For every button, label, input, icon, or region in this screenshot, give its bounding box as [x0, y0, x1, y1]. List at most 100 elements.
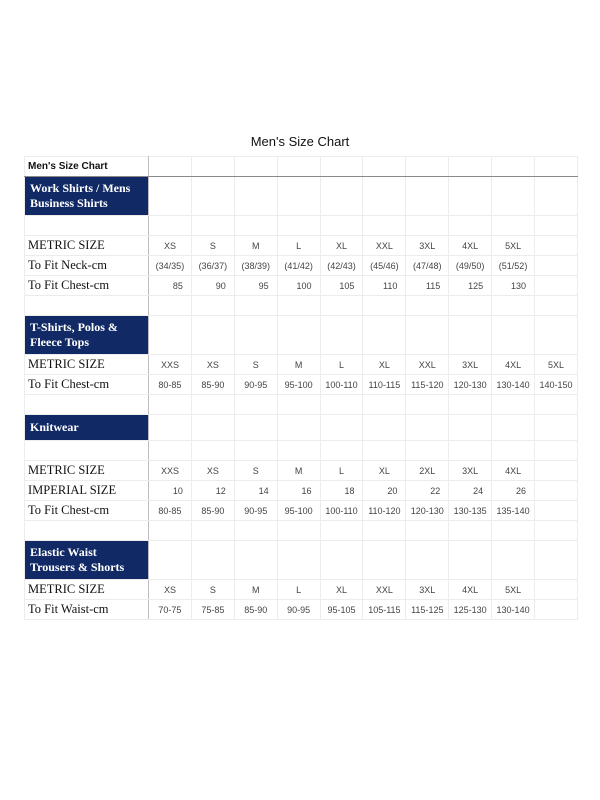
size-value-cell: 70-75 — [148, 599, 192, 620]
empty-cell — [319, 520, 364, 541]
size-value-cell: S — [233, 460, 278, 481]
size-value-cell: 115-120 — [405, 374, 450, 395]
section-header-row: Work Shirts / Mens Business Shirts — [24, 176, 578, 216]
empty-cell — [491, 520, 536, 541]
size-value-cell: M — [233, 235, 278, 256]
empty-cell — [405, 440, 450, 461]
empty-cell — [276, 156, 321, 177]
size-value-cell — [534, 500, 578, 521]
empty-cell — [405, 414, 450, 441]
row-label: METRIC SIZE — [24, 235, 149, 256]
size-value-cell: 85-90 — [190, 374, 235, 395]
empty-cell — [448, 540, 493, 580]
size-chart-table: Men's Size Chart Work Shirts / Mens Busi… — [24, 156, 578, 620]
spacer-row — [24, 295, 578, 316]
empty-cell — [233, 315, 278, 355]
size-value-cell: 12 — [190, 480, 235, 501]
size-value-cell: (41/42) — [276, 255, 321, 276]
size-value-cell: (47/48) — [405, 255, 450, 276]
empty-cell — [233, 215, 278, 236]
empty-cell — [319, 215, 364, 236]
size-value-cell: (38/39) — [233, 255, 278, 276]
empty-cell — [148, 414, 192, 441]
table-row: To Fit Waist-cm 70-75 75-85 85-90 90-95 95-10… — [24, 599, 578, 620]
table-row: METRIC SIZE XS S M L XL XXL 3XL 4XL 5XL — [24, 579, 578, 600]
empty-cell — [534, 176, 578, 216]
size-value-cell: XL — [319, 235, 364, 256]
size-value-cell: 5XL — [491, 579, 536, 600]
size-value-cell: 135-140 — [491, 500, 536, 521]
empty-cell — [276, 440, 321, 461]
empty-cell — [405, 215, 450, 236]
size-value-cell: 90-95 — [233, 500, 278, 521]
empty-cell — [448, 176, 493, 216]
empty-cell — [148, 394, 192, 415]
empty-cell — [276, 315, 321, 355]
empty-cell — [276, 394, 321, 415]
size-value-cell: 90-95 — [276, 599, 321, 620]
row-label: To Fit Chest-cm — [24, 500, 149, 521]
row-label: To Fit Chest-cm — [24, 374, 149, 395]
empty-cell — [362, 394, 407, 415]
empty-cell — [319, 540, 364, 580]
size-value-cell: 18 — [319, 480, 364, 501]
empty-cell — [190, 315, 235, 355]
table-row: IMPERIAL SIZE 10 12 14 16 18 20 22 24 26 — [24, 480, 578, 501]
size-value-cell: 95 — [233, 275, 278, 296]
empty-cell — [24, 394, 149, 415]
table-row: To Fit Chest-cm 85 90 95 100 105 110 115 125 130 — [24, 275, 578, 296]
size-value-cell: XS — [148, 235, 192, 256]
size-value-cell: 125 — [448, 275, 493, 296]
empty-cell — [319, 414, 364, 441]
empty-cell — [405, 394, 450, 415]
size-value-cell: 2XL — [405, 460, 450, 481]
size-value-cell: M — [233, 579, 278, 600]
empty-cell — [148, 440, 192, 461]
empty-cell — [276, 520, 321, 541]
size-value-cell: 130-140 — [491, 599, 536, 620]
empty-cell — [319, 315, 364, 355]
empty-cell — [148, 176, 192, 216]
size-value-cell: 80-85 — [148, 500, 192, 521]
row-label: METRIC SIZE — [24, 354, 149, 375]
section-title: Knitwear — [24, 414, 149, 441]
size-value-cell: 85 — [148, 275, 192, 296]
empty-cell — [362, 414, 407, 441]
size-value-cell: 16 — [276, 480, 321, 501]
empty-cell — [233, 156, 278, 177]
spacer-row — [24, 394, 578, 415]
size-value-cell: 10 — [148, 480, 192, 501]
empty-cell — [24, 295, 149, 316]
empty-cell — [362, 440, 407, 461]
size-value-cell: S — [233, 354, 278, 375]
empty-cell — [491, 394, 536, 415]
size-value-cell: 14 — [233, 480, 278, 501]
size-value-cell — [534, 235, 578, 256]
empty-cell — [534, 215, 578, 236]
empty-cell — [491, 414, 536, 441]
empty-cell — [190, 176, 235, 216]
size-value-cell: 110-120 — [362, 500, 407, 521]
empty-cell — [448, 215, 493, 236]
size-value-cell: XXL — [362, 579, 407, 600]
empty-cell — [148, 540, 192, 580]
empty-cell — [534, 156, 578, 177]
size-value-cell: 4XL — [448, 235, 493, 256]
empty-cell — [24, 440, 149, 461]
size-value-cell: 80-85 — [148, 374, 192, 395]
size-value-cell: S — [190, 235, 235, 256]
empty-cell — [405, 540, 450, 580]
empty-cell — [534, 414, 578, 441]
size-value-cell: XXL — [362, 235, 407, 256]
empty-cell — [319, 176, 364, 216]
empty-cell — [448, 156, 493, 177]
size-value-cell: 140-150 — [534, 374, 578, 395]
section-title: Work Shirts / Mens Business Shirts — [24, 176, 149, 216]
empty-cell — [148, 156, 192, 177]
size-value-cell: 3XL — [448, 460, 493, 481]
empty-cell — [362, 540, 407, 580]
size-value-cell: 90-95 — [233, 374, 278, 395]
empty-cell — [319, 295, 364, 316]
size-value-cell — [534, 480, 578, 501]
size-value-cell: 120-130 — [448, 374, 493, 395]
